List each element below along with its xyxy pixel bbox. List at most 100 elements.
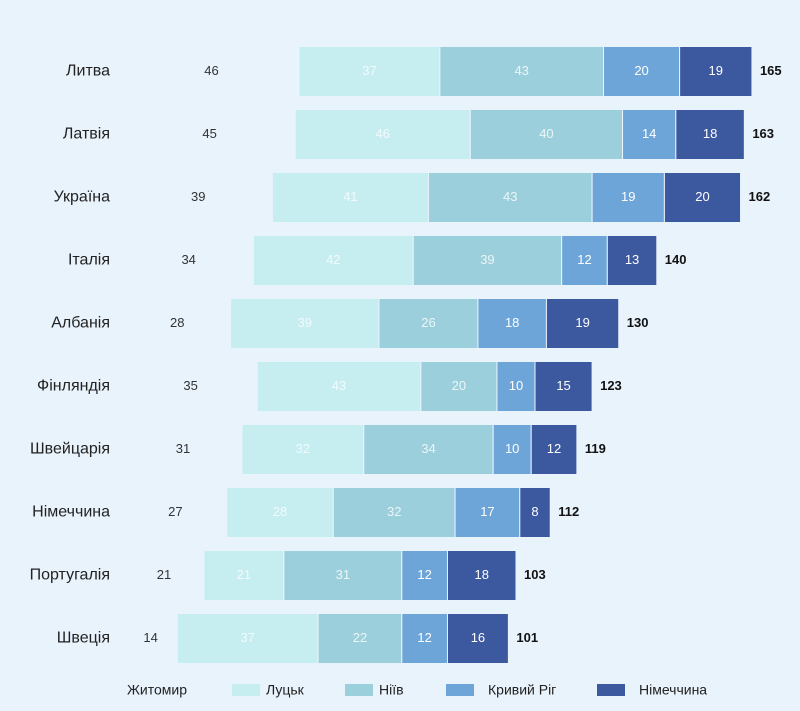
- segment-label: 20: [452, 378, 466, 393]
- bar-segment: [519, 487, 551, 538]
- bar-segment: [591, 172, 665, 223]
- bar-segment: [439, 46, 605, 97]
- bar-segment: [401, 613, 448, 664]
- bar-segment: [124, 424, 242, 475]
- bar-segment: [679, 46, 753, 97]
- bar-segment: [530, 424, 578, 475]
- segment-label: 32: [387, 504, 401, 519]
- segment-label: 12: [417, 630, 431, 645]
- bar-segment: [124, 109, 296, 160]
- total-label: 165: [760, 63, 782, 78]
- segment-label: 13: [625, 252, 639, 267]
- segment-label: 27: [168, 504, 182, 519]
- bar-segment: [124, 361, 258, 412]
- bar-segment: [230, 298, 380, 349]
- category-label: Фінляндія: [37, 378, 110, 395]
- bar-segment: [622, 109, 677, 160]
- segment-label: 20: [695, 189, 709, 204]
- segment-label: 18: [475, 567, 489, 582]
- segment-label: 34: [181, 252, 195, 267]
- bar-segment: [124, 613, 178, 664]
- segment-label: 45: [202, 126, 216, 141]
- total-label: 101: [516, 630, 538, 645]
- segment-label: 32: [296, 441, 310, 456]
- category-label: Німеччина: [32, 504, 110, 521]
- bar-segment: [412, 235, 563, 286]
- bar-segment: [283, 550, 403, 601]
- segment-label: 43: [503, 189, 517, 204]
- legend-label: Німеччина: [639, 682, 707, 698]
- bar-segment: [545, 298, 620, 349]
- bar-segment: [124, 46, 300, 97]
- segment-label: 19: [575, 315, 589, 330]
- bar-segment: [226, 487, 334, 538]
- bar-segment: [317, 613, 403, 664]
- segment-label: 31: [176, 441, 190, 456]
- segment-label: 35: [183, 378, 197, 393]
- total-label: 119: [585, 441, 606, 456]
- category-label: Швейцарія: [30, 441, 110, 458]
- segment-label: 31: [336, 567, 350, 582]
- segment-label: 39: [480, 252, 494, 267]
- bar-segment: [492, 424, 532, 475]
- bar-segment: [124, 298, 231, 349]
- bar-segment: [332, 487, 456, 538]
- bar-segment: [124, 172, 273, 223]
- bar-segment: [124, 487, 227, 538]
- bar-segment: [363, 424, 494, 475]
- total-label: 123: [600, 378, 622, 393]
- segment-label: 22: [353, 630, 367, 645]
- legend-label: Луцьк: [266, 682, 305, 698]
- segment-label: 26: [421, 315, 435, 330]
- bar-segment: [675, 109, 745, 160]
- bar-segment: [561, 235, 608, 286]
- segment-label: 14: [642, 126, 656, 141]
- segment-label: 43: [332, 378, 346, 393]
- total-label: 112: [558, 504, 579, 519]
- bar-segment: [252, 235, 414, 286]
- bar-segment: [496, 361, 536, 412]
- bar-segment: [427, 172, 593, 223]
- segment-label: 21: [157, 567, 171, 582]
- bar-segment: [446, 613, 509, 664]
- total-label: 130: [627, 315, 649, 330]
- total-label: 140: [665, 252, 687, 267]
- segment-label: 10: [509, 378, 523, 393]
- bar-segment: [124, 550, 204, 601]
- bar-segment: [477, 298, 547, 349]
- segment-label: 42: [326, 252, 340, 267]
- bar-segment: [124, 235, 254, 286]
- bar-segment: [663, 172, 742, 223]
- segment-label: 10: [505, 441, 519, 456]
- segment-label: 18: [505, 315, 519, 330]
- segment-label: 28: [273, 504, 287, 519]
- bar-segment: [378, 298, 479, 349]
- category-label: Україна: [54, 189, 111, 206]
- legend-label: Ніїв: [379, 682, 404, 698]
- bar-segment: [446, 550, 517, 601]
- segment-label: 41: [343, 189, 357, 204]
- total-label: 163: [752, 126, 774, 141]
- segment-label: 12: [577, 252, 591, 267]
- bar-segment: [298, 46, 441, 97]
- category-label: Литва: [66, 63, 110, 80]
- bar-segment: [256, 361, 422, 412]
- bar-segment: [454, 487, 521, 538]
- segment-label: 37: [362, 63, 376, 78]
- segment-label: 15: [556, 378, 570, 393]
- segment-label: 12: [547, 441, 561, 456]
- legend-swatch: [232, 684, 260, 696]
- segment-label: 21: [237, 567, 251, 582]
- segment-label: 46: [376, 126, 390, 141]
- bar-segment: [176, 613, 319, 664]
- total-label: 103: [524, 567, 546, 582]
- segment-label: 18: [703, 126, 717, 141]
- bar-segment: [603, 46, 681, 97]
- category-label: Італія: [68, 252, 110, 269]
- bar-segment: [469, 109, 624, 160]
- category-label: Португалія: [30, 567, 110, 584]
- bar-segment: [294, 109, 471, 160]
- legend-label: Житомир: [127, 682, 187, 698]
- bar-segment: [534, 361, 593, 412]
- category-label: Албанія: [51, 315, 110, 332]
